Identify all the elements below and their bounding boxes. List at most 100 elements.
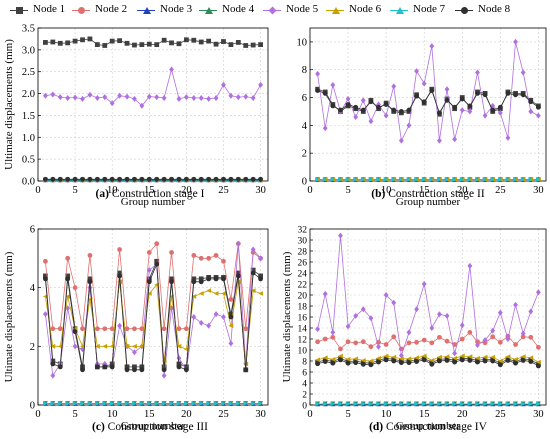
data-point bbox=[452, 355, 458, 361]
data-point bbox=[161, 367, 167, 373]
data-point bbox=[132, 176, 137, 182]
data-point bbox=[475, 355, 480, 361]
data-point bbox=[520, 354, 526, 359]
data-point bbox=[490, 354, 496, 360]
data-point bbox=[258, 291, 263, 296]
data-point bbox=[169, 40, 174, 46]
data-point bbox=[50, 372, 56, 379]
data-point bbox=[176, 176, 182, 182]
data-point bbox=[406, 177, 412, 183]
data-point bbox=[206, 176, 212, 182]
data-point bbox=[437, 177, 442, 183]
data-point bbox=[513, 301, 518, 308]
data-point bbox=[490, 401, 496, 407]
y-tick-label: 0 bbox=[302, 177, 307, 188]
data-point bbox=[206, 276, 212, 282]
data-point bbox=[154, 42, 160, 48]
y-tick-label: 28 bbox=[298, 248, 308, 258]
data-point bbox=[235, 176, 241, 182]
data-point bbox=[87, 36, 93, 42]
data-point bbox=[383, 353, 389, 359]
y-tick-label: 6 bbox=[30, 225, 35, 236]
data-point bbox=[117, 273, 123, 279]
data-point bbox=[235, 270, 241, 276]
data-point bbox=[139, 42, 145, 48]
data-point bbox=[330, 334, 336, 340]
data-point bbox=[50, 361, 56, 367]
data-point bbox=[528, 108, 534, 115]
data-point bbox=[459, 357, 465, 363]
data-point bbox=[57, 326, 63, 332]
data-point bbox=[429, 361, 435, 367]
y-tick-label: 0 bbox=[302, 402, 307, 412]
data-point bbox=[243, 367, 249, 373]
data-point bbox=[368, 99, 374, 105]
data-point bbox=[475, 177, 480, 183]
data-point bbox=[406, 122, 412, 129]
data-point bbox=[338, 357, 343, 363]
data-point bbox=[353, 312, 359, 319]
legend-label: Node 1 bbox=[33, 3, 66, 15]
data-point bbox=[80, 326, 85, 332]
data-point bbox=[154, 176, 160, 182]
data-point bbox=[72, 94, 78, 101]
data-point bbox=[421, 177, 427, 183]
data-point bbox=[50, 176, 56, 182]
data-point bbox=[322, 125, 328, 132]
data-point bbox=[235, 40, 241, 45]
data-point bbox=[87, 401, 93, 406]
data-point bbox=[497, 309, 503, 316]
data-point bbox=[176, 41, 182, 47]
data-point bbox=[376, 401, 381, 407]
panel-caption: (a) Construction stage I bbox=[96, 188, 205, 200]
data-point bbox=[353, 104, 359, 110]
data-point bbox=[183, 176, 189, 182]
data-point bbox=[169, 279, 174, 285]
data-point bbox=[452, 350, 458, 357]
y-tick-label: 2.0 bbox=[22, 89, 35, 100]
data-point bbox=[490, 177, 496, 183]
data-point bbox=[80, 37, 85, 43]
data-point bbox=[535, 344, 541, 350]
data-point bbox=[452, 104, 458, 110]
data-point bbox=[421, 353, 427, 359]
data-point bbox=[467, 330, 473, 335]
data-point bbox=[250, 94, 256, 101]
data-point bbox=[124, 326, 130, 332]
data-point bbox=[176, 326, 182, 332]
data-point bbox=[124, 343, 130, 349]
data-point bbox=[154, 261, 160, 267]
data-point bbox=[383, 401, 389, 407]
data-point bbox=[437, 401, 442, 407]
x-tick-label: 20 bbox=[181, 409, 192, 420]
data-point bbox=[65, 273, 71, 279]
x-tick-label: 25 bbox=[495, 409, 506, 420]
data-point bbox=[109, 326, 115, 332]
data-point bbox=[154, 401, 160, 406]
data-point bbox=[520, 69, 526, 76]
data-point bbox=[146, 93, 152, 100]
data-point bbox=[467, 358, 473, 363]
legend-label: Node 8 bbox=[478, 3, 511, 15]
data-point bbox=[65, 40, 71, 46]
data-point bbox=[109, 38, 115, 44]
data-point bbox=[258, 81, 263, 88]
data-point bbox=[124, 367, 130, 373]
legend-label: Node 6 bbox=[349, 3, 382, 15]
data-point bbox=[43, 276, 48, 282]
data-point bbox=[353, 360, 359, 366]
series-node-6 bbox=[315, 353, 541, 365]
data-point bbox=[169, 66, 174, 73]
data-point bbox=[322, 401, 328, 407]
data-point bbox=[72, 38, 78, 44]
data-point bbox=[338, 353, 343, 359]
legend-marker bbox=[461, 7, 468, 14]
x-tick-label: 30 bbox=[533, 185, 544, 196]
y-tick-label: 0.5 bbox=[22, 155, 35, 166]
data-point bbox=[345, 177, 351, 183]
data-point bbox=[376, 359, 381, 365]
data-point bbox=[535, 401, 541, 407]
data-point bbox=[535, 104, 541, 110]
data-point bbox=[80, 401, 85, 406]
data-point bbox=[57, 343, 63, 349]
